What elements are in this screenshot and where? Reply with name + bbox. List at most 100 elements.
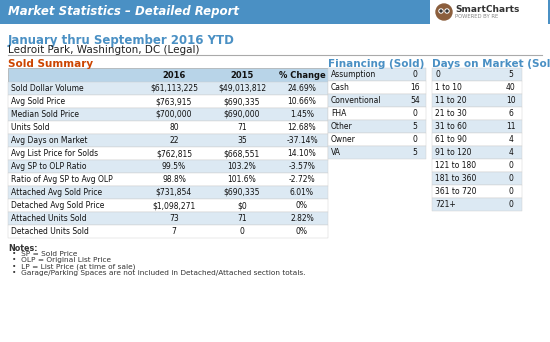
Text: 101.6%: 101.6%: [228, 175, 256, 184]
Text: 61 to 90: 61 to 90: [435, 135, 467, 144]
Text: $762,815: $762,815: [156, 149, 192, 158]
Text: •  SP = Sold Price: • SP = Sold Price: [12, 250, 78, 256]
Text: -37.14%: -37.14%: [286, 136, 318, 145]
Text: •  Garage/Parking Spaces are not included in Detached/Attached section totals.: • Garage/Parking Spaces are not included…: [12, 270, 305, 276]
Text: VA: VA: [331, 148, 341, 157]
Text: 0: 0: [509, 161, 514, 170]
Text: $731,854: $731,854: [156, 188, 192, 197]
Text: 22: 22: [169, 136, 179, 145]
Bar: [8, 82, 328, 95]
Bar: [8, 68, 328, 82]
Text: 6.01%: 6.01%: [290, 188, 314, 197]
Circle shape: [445, 9, 449, 13]
Bar: [8, 225, 328, 238]
Circle shape: [446, 10, 448, 12]
Text: 12.68%: 12.68%: [288, 123, 316, 132]
Text: 80: 80: [169, 123, 179, 132]
Text: Avg Days on Market: Avg Days on Market: [11, 136, 87, 145]
Text: Ratio of Avg SP to Avg OLP: Ratio of Avg SP to Avg OLP: [11, 175, 113, 184]
Bar: [430, 0, 548, 24]
Text: 0%: 0%: [296, 227, 308, 236]
Text: Detached Units Sold: Detached Units Sold: [11, 227, 89, 236]
Text: $49,013,812: $49,013,812: [218, 84, 266, 93]
Text: 73: 73: [169, 214, 179, 223]
Text: Detached Avg Sold Price: Detached Avg Sold Price: [11, 201, 104, 210]
Text: $700,000: $700,000: [156, 110, 192, 119]
Text: 0: 0: [509, 200, 514, 209]
Bar: [328, 107, 426, 120]
Text: $61,113,225: $61,113,225: [150, 84, 198, 93]
Bar: [8, 212, 328, 225]
Text: Avg SP to OLP Ratio: Avg SP to OLP Ratio: [11, 162, 86, 171]
Text: 14.10%: 14.10%: [288, 149, 316, 158]
Text: 16: 16: [410, 83, 420, 92]
Text: $690,000: $690,000: [224, 110, 260, 119]
Text: Owner: Owner: [331, 135, 356, 144]
Text: -3.57%: -3.57%: [289, 162, 316, 171]
Bar: [8, 199, 328, 212]
Text: Assumption: Assumption: [331, 70, 376, 79]
Text: 0: 0: [412, 135, 417, 144]
Bar: [8, 173, 328, 186]
Text: % Change: % Change: [279, 70, 326, 79]
Text: 2.82%: 2.82%: [290, 214, 314, 223]
Circle shape: [439, 9, 443, 13]
Bar: [0, 0, 550, 24]
Bar: [432, 133, 522, 146]
Text: Notes:: Notes:: [8, 244, 37, 253]
Bar: [8, 95, 328, 108]
Text: Cash: Cash: [331, 83, 350, 92]
Text: 103.2%: 103.2%: [228, 162, 256, 171]
Bar: [328, 133, 426, 146]
Text: $0: $0: [237, 201, 247, 210]
Text: 0%: 0%: [296, 201, 308, 210]
Bar: [8, 186, 328, 199]
Text: 0: 0: [412, 70, 417, 79]
Bar: [432, 68, 522, 81]
Text: 4: 4: [509, 135, 514, 144]
Bar: [432, 198, 522, 211]
Text: 99.5%: 99.5%: [162, 162, 186, 171]
Text: 4: 4: [509, 148, 514, 157]
Text: 0: 0: [412, 109, 417, 118]
Text: 1 to 10: 1 to 10: [435, 83, 462, 92]
Text: 54: 54: [410, 96, 420, 105]
Text: 5: 5: [412, 148, 417, 157]
Text: $690,335: $690,335: [224, 97, 260, 106]
Text: 0: 0: [240, 227, 244, 236]
Text: $668,551: $668,551: [224, 149, 260, 158]
Text: 10: 10: [506, 96, 516, 105]
Text: 24.69%: 24.69%: [288, 84, 316, 93]
Circle shape: [440, 10, 442, 12]
Bar: [432, 172, 522, 185]
Bar: [328, 81, 426, 94]
Text: 7: 7: [172, 227, 177, 236]
Bar: [8, 121, 328, 134]
Text: 21 to 30: 21 to 30: [435, 109, 467, 118]
Text: 10.66%: 10.66%: [288, 97, 316, 106]
Bar: [8, 147, 328, 160]
Text: January thru September 2016 YTD: January thru September 2016 YTD: [8, 34, 235, 47]
Text: Avg Sold Price: Avg Sold Price: [11, 97, 65, 106]
Text: Attached Units Sold: Attached Units Sold: [11, 214, 87, 223]
Text: •  LP = List Price (at time of sale): • LP = List Price (at time of sale): [12, 263, 135, 270]
Text: Sold Dollar Volume: Sold Dollar Volume: [11, 84, 84, 93]
Bar: [328, 120, 426, 133]
Bar: [328, 68, 426, 81]
Bar: [328, 146, 426, 159]
Text: 181 to 360: 181 to 360: [435, 174, 476, 183]
Text: Financing (Sold): Financing (Sold): [328, 59, 425, 69]
Text: Days on Market (Sold): Days on Market (Sold): [432, 59, 550, 69]
Text: 11 to 20: 11 to 20: [435, 96, 466, 105]
Text: 11: 11: [506, 122, 516, 131]
Text: 40: 40: [506, 83, 516, 92]
Text: 5: 5: [412, 122, 417, 131]
Text: Other: Other: [331, 122, 353, 131]
Text: Market Statistics – Detailed Report: Market Statistics – Detailed Report: [8, 5, 239, 18]
Text: 5: 5: [509, 70, 514, 79]
Bar: [432, 159, 522, 172]
Text: 2015: 2015: [230, 70, 254, 79]
Text: 6: 6: [509, 109, 514, 118]
Text: 71: 71: [237, 214, 247, 223]
Text: POWERED BY RE: POWERED BY RE: [455, 13, 498, 18]
